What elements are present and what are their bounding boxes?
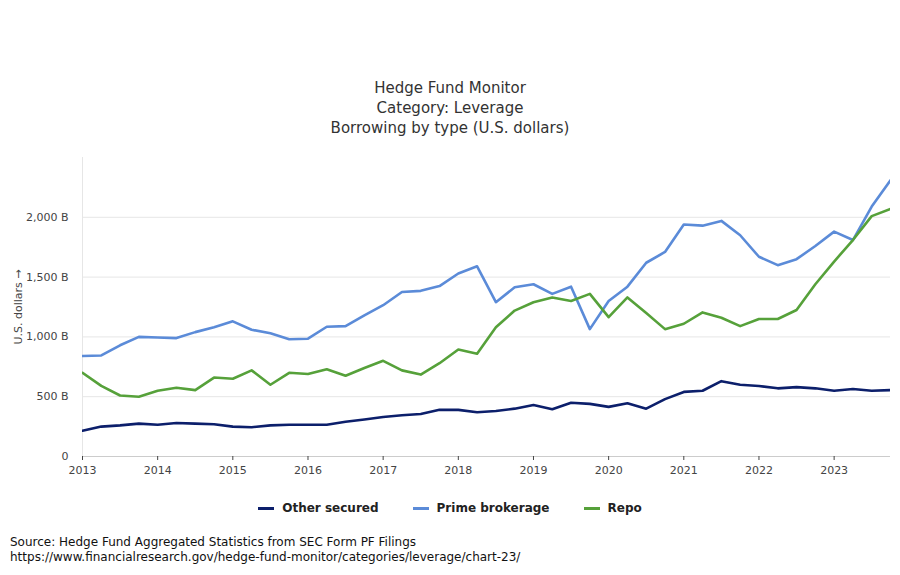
svg-text:2013: 2013	[69, 464, 97, 477]
html-text:Source: Hedge Fund Aggregated: Source: Hedge Fund Aggregated Statistics…	[10, 535, 417, 549]
svg-text:2014: 2014	[144, 464, 172, 477]
svg-text:1,000 B: 1,000 B	[26, 330, 69, 343]
html-text:Category: Leverage: Category: Leverage	[376, 99, 524, 117]
svg-text:2018: 2018	[444, 464, 472, 477]
svg-text:500 B: 500 B	[36, 390, 68, 403]
html-text:Borrowing by type (U.S. dollar: Borrowing by type (U.S. dollars)	[330, 119, 570, 137]
svg-text:2,000 B: 2,000 B	[26, 211, 69, 224]
svg-text:2016: 2016	[294, 464, 322, 477]
html-text:Hedge Fund Monitor: Hedge Fund Monitor	[374, 79, 526, 97]
svg-text:2015: 2015	[219, 464, 247, 477]
svg-text:2019: 2019	[519, 464, 547, 477]
svg-text:2023: 2023	[820, 464, 848, 477]
svg-text:U.S. dollars →: U.S. dollars →	[12, 269, 25, 344]
svg-text:2020: 2020	[595, 464, 623, 477]
svg-text:2021: 2021	[670, 464, 698, 477]
html-text:Repo: Repo	[607, 501, 642, 515]
svg-text:2022: 2022	[745, 464, 773, 477]
svg-text:0: 0	[62, 450, 69, 463]
html-text:Other secured: Other secured	[282, 501, 379, 515]
svg-text:1,500 B: 1,500 B	[26, 271, 69, 284]
html-text:https://www.financialresearch.: https://www.financialresearch.gov/hedge-…	[10, 550, 521, 564]
svg-text:2017: 2017	[369, 464, 397, 477]
html-text:Prime brokerage: Prime brokerage	[436, 501, 550, 515]
